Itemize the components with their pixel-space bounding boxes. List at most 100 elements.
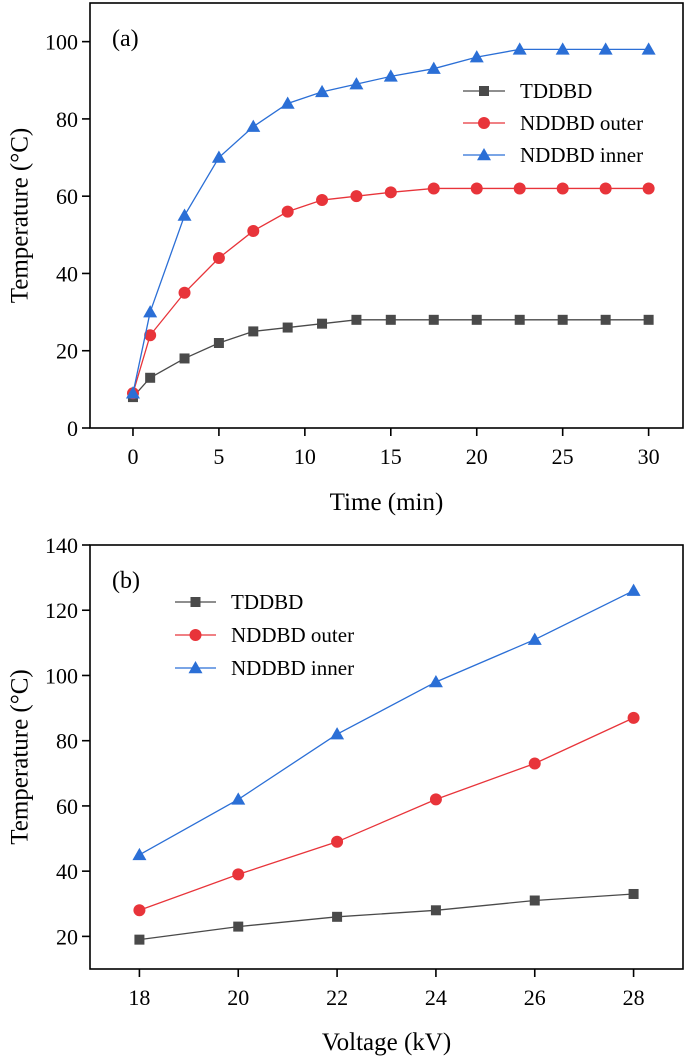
data-point [642, 182, 655, 195]
legend-entry: NDDBD inner [463, 143, 643, 167]
data-point [349, 77, 364, 90]
y-tick-label: 80 [56, 107, 78, 132]
series-nddbd-inner [132, 583, 641, 861]
data-point [125, 386, 140, 399]
series-tddbd [127, 314, 654, 403]
data-point [471, 314, 482, 325]
plot-frame [89, 544, 684, 970]
data-point [281, 205, 294, 218]
x-axis-title: Voltage (kV) [322, 1029, 451, 1056]
legend-marker [189, 629, 202, 641]
data-point [600, 314, 611, 325]
data-point [213, 338, 224, 348]
data-point [232, 868, 245, 881]
series-line [139, 717, 634, 911]
series-nddbd-inner [125, 42, 656, 399]
data-point [316, 194, 329, 207]
series-tddbd [134, 888, 639, 945]
data-point [233, 921, 244, 932]
data-point [527, 632, 542, 645]
x-tick-label: 18 [128, 985, 150, 1010]
x-tick-label: 15 [380, 444, 402, 469]
x-tick-label: 25 [552, 444, 574, 469]
plot-frame [89, 2, 684, 429]
y-tick-label: 140 [45, 533, 78, 558]
data-point [212, 252, 225, 264]
legend-label: NDDBD outer [520, 111, 643, 135]
data-point [317, 318, 328, 329]
data-point [429, 793, 442, 806]
data-point [247, 224, 260, 237]
data-point [178, 286, 191, 299]
y-tick-label: 60 [56, 794, 78, 819]
panel-label: (b) [112, 568, 140, 594]
data-point [430, 905, 441, 916]
data-point [331, 835, 344, 848]
data-point [556, 182, 569, 195]
y-tick-label: 80 [56, 729, 78, 754]
data-point [426, 61, 441, 74]
x-tick-label: 26 [524, 985, 546, 1010]
legend-marker [188, 661, 203, 674]
data-point [514, 314, 525, 325]
y-axis-title: Temperature (°C) [7, 128, 34, 304]
data-point [330, 727, 345, 740]
y-tick-label: 100 [45, 663, 78, 688]
legend-entry: NDDBD outer [175, 623, 354, 647]
data-point [555, 42, 570, 55]
data-point [144, 329, 157, 342]
data-point [248, 326, 259, 337]
panel-label: (a) [112, 26, 139, 52]
chart-panel-a: 0 5 10 15 20 25 30 0 20 40 60 80 100 Time (min) Temper… [7, 2, 684, 516]
data-point [134, 934, 145, 945]
x-tick-label: 20 [466, 444, 488, 469]
y-tick-label: 100 [45, 30, 78, 55]
x-tick-label: 24 [425, 985, 447, 1010]
y-axis-title: Temperature (°C) [7, 669, 34, 845]
data-point [385, 314, 396, 325]
legend-marker [477, 148, 491, 161]
legend-label: NDDBD inner [520, 143, 643, 167]
data-point [133, 904, 146, 917]
legend-entry: NDDBD inner [175, 656, 354, 680]
legend-entry: TDDBD [463, 79, 592, 103]
series-line [132, 187, 649, 394]
legend-label: NDDBD outer [231, 623, 354, 647]
data-point [350, 190, 363, 203]
legend-marker [479, 86, 489, 96]
data-point [643, 314, 654, 325]
data-point [513, 182, 526, 195]
y-tick-label: 40 [56, 261, 78, 286]
data-point [384, 186, 397, 199]
series-nddbd-outer [126, 182, 655, 400]
data-point [512, 42, 527, 55]
x-tick-label: 0 [127, 444, 138, 469]
legend-entry: NDDBD outer [463, 111, 643, 135]
legend-marker [478, 117, 490, 129]
data-point [627, 711, 640, 724]
data-point [282, 322, 293, 333]
data-point [280, 96, 295, 109]
data-point [427, 182, 440, 195]
legend-marker [190, 597, 201, 607]
data-point [132, 847, 147, 861]
series-line [132, 319, 649, 398]
y-tick-label: 60 [56, 184, 78, 209]
data-point [428, 674, 443, 688]
data-point [177, 208, 192, 221]
y-tick-label: 40 [56, 859, 78, 884]
chart-panel-b: 18 20 22 24 26 28 20 40 60 80 100 120 140 Voltage (kV… [7, 533, 684, 1056]
data-point [469, 50, 484, 63]
data-point [628, 888, 639, 899]
data-point [246, 119, 261, 132]
data-point [599, 182, 612, 195]
y-tick-label: 120 [45, 598, 78, 623]
data-point [626, 583, 641, 596]
legend-entry: TDDBD [175, 590, 303, 614]
data-point [315, 84, 330, 98]
data-point [179, 353, 190, 364]
data-point [332, 911, 343, 922]
data-point [598, 42, 613, 55]
legend-label: NDDBD inner [231, 656, 354, 680]
